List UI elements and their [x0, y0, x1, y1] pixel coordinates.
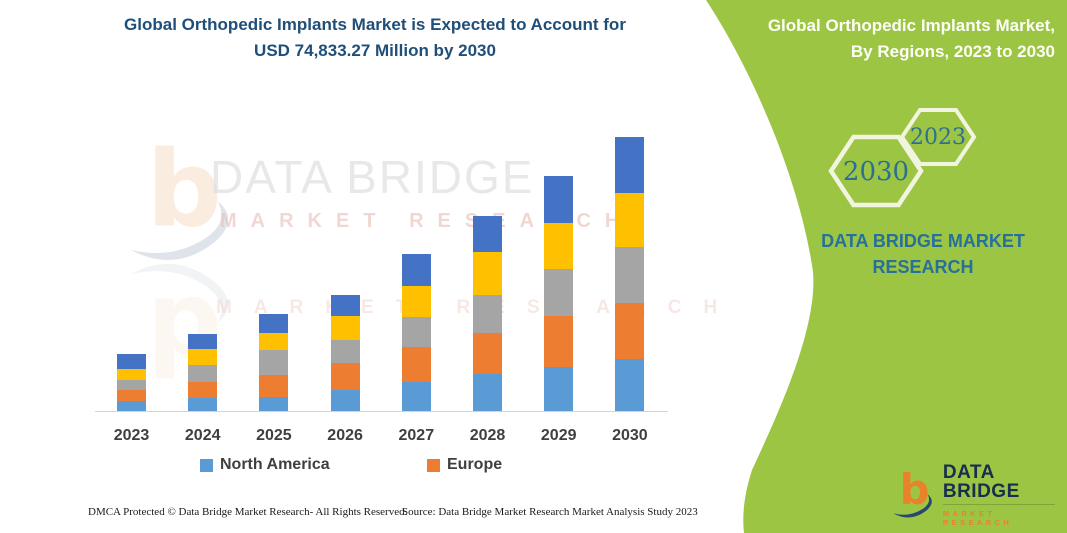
bar-segment [188, 334, 218, 350]
bar-segment [330, 340, 360, 364]
bar-segment [117, 401, 146, 412]
bar-segment [330, 363, 360, 390]
bar-segment [544, 367, 574, 412]
bar-segment [473, 215, 502, 253]
bar-segment [401, 347, 431, 382]
hexagon-2030-outline [828, 134, 924, 208]
bar-segment [473, 374, 502, 412]
footer-source-text: Source: Data Bridge Market Research Mark… [402, 506, 698, 518]
bar-segment [188, 365, 218, 382]
bar-segment [259, 314, 289, 334]
dbmr-logo-mark-icon [893, 466, 932, 518]
bar-segment [330, 316, 360, 341]
chart-title-line1: Global Orthopedic Implants Market is Exp… [124, 15, 626, 34]
dbmr-logo: DATA BRIDGE MARKET RESEARCH [890, 462, 1067, 528]
bar-2026 [330, 294, 360, 412]
x-axis-label: 2027 [398, 427, 435, 444]
bar-segment [401, 286, 431, 317]
bar-segment [330, 389, 360, 412]
bar-segment [117, 379, 146, 390]
dbmr-logo-sub: MARKET RESEARCH [942, 509, 1013, 527]
bar-segment [188, 382, 218, 398]
bar-2027 [401, 253, 431, 412]
bar-segment [117, 353, 146, 369]
bar-segment [473, 252, 502, 295]
legend-item-north-america: North America [200, 456, 330, 474]
x-axis-label: 2023 [113, 427, 150, 444]
bar-segment [615, 193, 645, 248]
x-axis-label: 2025 [256, 427, 292, 444]
green-panel-shape [706, 0, 1067, 533]
legend-label: Europe [447, 456, 503, 473]
bar-segment [117, 368, 146, 380]
dbmr-logo-divider [942, 504, 1055, 505]
hexagon-2030-label: 2030 [842, 157, 910, 187]
bar-segment [544, 269, 574, 317]
panel-title: Global Orthopedic Implants Market, By Re… [745, 13, 1055, 66]
bar-segment [259, 375, 289, 397]
bar-segment [401, 382, 431, 412]
hexagon-2023-outline [899, 108, 977, 166]
x-axis-label: 2030 [612, 427, 648, 444]
chart-title-line2: USD 74,833.27 Million by 2030 [254, 40, 496, 60]
bar-2023 [117, 353, 146, 412]
bar-2028 [473, 215, 502, 412]
bar-segment [473, 333, 502, 374]
bar-segment [544, 223, 574, 270]
legend-item-europe: Europe [427, 456, 502, 474]
legend-swatch [427, 458, 440, 472]
bar-segment [615, 137, 645, 194]
bar-segment [615, 358, 645, 412]
x-axis-label: 2024 [184, 427, 221, 444]
bar-2025 [259, 314, 289, 412]
panel-brand-line2: RESEARCH [872, 257, 974, 278]
dbmr-logo-name: DATA BRIDGE [942, 462, 1020, 502]
bar-segment [544, 175, 574, 224]
bar-segment [259, 333, 289, 351]
legend-label: North America [220, 456, 330, 473]
panel-brand-text: DATA BRIDGE MARKET RESEARCH [795, 228, 1051, 280]
bar-segment [259, 350, 289, 376]
watermark-sub-text: MARKET RESEARCH [220, 210, 634, 232]
panel-title-line1: Global Orthopedic Implants Market, [767, 16, 1055, 35]
watermark-brand-text: DATA BRIDGE [210, 151, 535, 203]
bar-segment [615, 247, 645, 304]
bar-segment [544, 316, 574, 368]
x-axis-label: 2029 [540, 427, 577, 444]
bar-segment [188, 349, 218, 366]
chart-title: Global Orthopedic Implants Market is Exp… [95, 12, 655, 63]
bar-2030 [615, 137, 645, 412]
bar-segment [401, 253, 431, 286]
bar-2029 [544, 175, 574, 412]
x-axis-line [95, 411, 668, 412]
hexagon-2023-label: 2023 [910, 125, 966, 150]
legend-swatch [200, 458, 213, 472]
dbmr-logo-text: DATA BRIDGE MARKET RESEARCH [942, 462, 1067, 527]
footer-dmca-text: DMCA Protected © Data Bridge Market Rese… [88, 506, 408, 518]
panel-title-line2: By Regions, 2023 to 2030 [850, 42, 1055, 62]
bar-segment [401, 317, 431, 347]
x-axis-label: 2026 [327, 427, 363, 444]
panel-brand-line1: DATA BRIDGE MARKET [821, 231, 1025, 251]
bar-2024 [188, 334, 218, 412]
bar-segment [117, 389, 146, 402]
bar-segment [188, 398, 218, 412]
bar-segment [259, 396, 289, 412]
x-axis-label: 2028 [469, 427, 506, 444]
bar-segment [473, 294, 502, 333]
bar-segment [330, 294, 360, 317]
bar-segment [615, 303, 645, 359]
